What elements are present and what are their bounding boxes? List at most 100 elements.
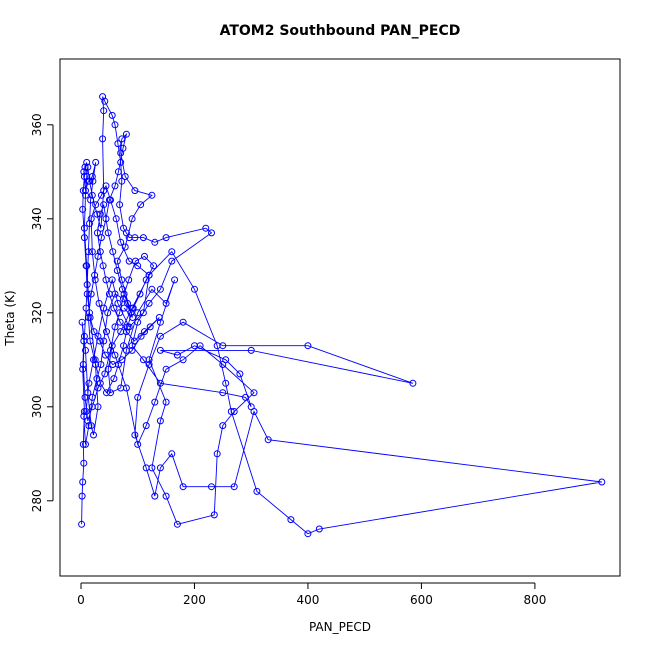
data-point <box>120 290 128 298</box>
data-point <box>100 337 108 345</box>
data-point <box>156 318 164 326</box>
data-point <box>84 163 92 171</box>
data-point <box>168 257 176 265</box>
data-point <box>304 342 312 350</box>
data-point <box>162 398 170 406</box>
data-point <box>168 248 176 256</box>
data-point <box>111 351 119 359</box>
data-point <box>105 196 113 204</box>
data-point <box>122 328 130 336</box>
data-point <box>173 351 181 359</box>
data-point <box>82 346 89 354</box>
data-point <box>104 229 112 237</box>
data-point <box>80 234 88 242</box>
data-point <box>102 215 110 223</box>
data-point <box>315 525 323 533</box>
data-point <box>88 393 96 401</box>
data-point <box>148 464 156 472</box>
data-point <box>87 422 95 430</box>
data-point <box>124 323 131 331</box>
data-point <box>81 163 89 171</box>
data-point <box>80 332 88 340</box>
data-point <box>79 205 87 213</box>
data-point <box>96 248 104 256</box>
data-point <box>120 304 128 312</box>
data-point <box>118 356 126 364</box>
data-point <box>202 224 210 232</box>
data-point <box>81 393 89 401</box>
data-point <box>87 290 95 298</box>
data-point <box>82 187 89 195</box>
data-point <box>122 130 130 138</box>
data-point <box>227 408 235 415</box>
data-point <box>145 361 153 368</box>
data-point <box>80 224 88 232</box>
data-point <box>85 379 93 387</box>
data-point <box>137 201 145 209</box>
data-point <box>129 304 137 312</box>
data-point <box>94 332 102 340</box>
data-point <box>287 516 295 524</box>
data-point <box>213 450 221 458</box>
data-point <box>173 520 181 528</box>
data-point <box>168 450 176 458</box>
data-point <box>113 257 121 265</box>
data-point <box>86 220 93 227</box>
data-point <box>93 375 101 383</box>
data-point <box>110 304 118 312</box>
data-point <box>409 379 417 387</box>
y-tick-label: 320 <box>30 301 44 324</box>
data-point <box>86 314 94 321</box>
data-point <box>264 436 272 444</box>
x-axis: 0 200 400 600 800 <box>77 582 546 607</box>
data-point <box>101 351 109 359</box>
data-point <box>236 370 244 378</box>
data-point <box>134 318 142 326</box>
data-point <box>136 290 144 298</box>
data-point <box>125 276 133 284</box>
data-point <box>118 177 126 185</box>
data-point <box>102 182 110 190</box>
data-point <box>156 285 164 293</box>
data-point <box>93 210 101 218</box>
data-point <box>88 403 96 411</box>
data-point <box>111 121 119 129</box>
data-point <box>142 422 150 430</box>
data-point <box>91 271 99 279</box>
data-point <box>130 337 138 345</box>
data-point <box>598 478 606 486</box>
data-point <box>114 168 122 176</box>
data-point <box>85 422 93 430</box>
data-point <box>88 173 96 180</box>
data-point <box>86 337 94 345</box>
data-point <box>116 318 124 326</box>
data-point <box>105 290 113 298</box>
plot-frame <box>59 58 621 577</box>
data-point <box>111 323 119 331</box>
data-point <box>107 346 114 354</box>
x-tick-label: 800 <box>523 593 546 607</box>
data-point <box>230 483 238 491</box>
data-point <box>80 459 88 467</box>
data-point <box>87 215 95 223</box>
data-point <box>139 309 147 317</box>
data-point <box>116 201 124 209</box>
chart-title: ATOM2 Southbound PAN_PECD <box>220 23 461 39</box>
data-point <box>88 248 96 256</box>
data-point <box>146 323 154 331</box>
data-point <box>108 342 116 350</box>
x-tick-label: 0 <box>77 593 85 607</box>
data-point <box>230 408 238 415</box>
data-point <box>116 309 124 317</box>
data-point <box>104 365 112 373</box>
data-point <box>100 304 108 312</box>
data-point <box>250 408 258 415</box>
data-point <box>118 285 126 293</box>
data-point <box>219 422 227 430</box>
data-point <box>83 158 91 166</box>
data-point <box>117 238 125 246</box>
data-point <box>112 215 120 223</box>
data-point <box>114 299 122 307</box>
data-point <box>156 464 164 472</box>
